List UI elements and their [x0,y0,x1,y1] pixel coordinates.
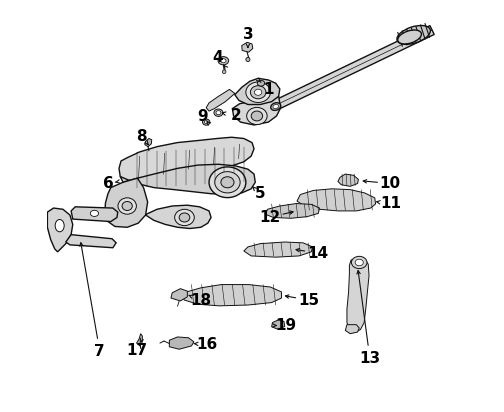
Polygon shape [171,289,187,301]
Polygon shape [137,334,142,346]
Text: 6: 6 [103,176,113,191]
Text: 3: 3 [242,27,253,42]
Text: 15: 15 [298,293,319,308]
Text: 11: 11 [380,197,401,211]
Ellipse shape [122,201,133,211]
Text: 13: 13 [359,351,381,366]
Ellipse shape [246,57,250,61]
Polygon shape [268,26,434,112]
Polygon shape [235,78,280,105]
Ellipse shape [273,104,279,109]
Polygon shape [345,325,359,334]
Ellipse shape [218,56,229,65]
Text: 10: 10 [380,176,401,191]
Text: 9: 9 [197,109,207,124]
Polygon shape [180,285,281,306]
Ellipse shape [215,172,240,193]
Text: 12: 12 [260,210,281,225]
Text: 1: 1 [263,82,274,97]
Text: 5: 5 [255,186,266,201]
Polygon shape [47,208,73,252]
Polygon shape [272,320,285,330]
Ellipse shape [222,70,226,74]
Polygon shape [297,189,375,211]
Ellipse shape [271,103,281,110]
Ellipse shape [203,119,210,125]
Text: 2: 2 [230,108,241,124]
Polygon shape [206,89,235,111]
Text: 4: 4 [212,50,223,66]
Polygon shape [105,178,148,227]
Ellipse shape [90,210,99,216]
Ellipse shape [221,177,234,188]
Ellipse shape [397,26,430,44]
Polygon shape [232,96,281,125]
Polygon shape [338,174,358,186]
Text: 19: 19 [275,318,296,333]
Polygon shape [347,258,369,332]
Polygon shape [71,207,118,222]
Text: 7: 7 [94,344,105,359]
Ellipse shape [250,86,266,99]
Text: 16: 16 [197,337,218,352]
Ellipse shape [214,109,223,116]
Text: 18: 18 [191,293,211,308]
Ellipse shape [179,213,190,222]
Ellipse shape [216,111,221,115]
Text: 8: 8 [136,129,147,144]
Polygon shape [244,242,312,257]
Polygon shape [66,235,116,248]
Ellipse shape [398,30,421,44]
Ellipse shape [251,111,263,121]
Text: 17: 17 [126,342,147,358]
Polygon shape [265,204,320,218]
Ellipse shape [175,209,195,226]
Ellipse shape [246,108,267,124]
Ellipse shape [255,89,262,95]
Polygon shape [145,138,152,147]
Polygon shape [169,337,194,349]
Text: 14: 14 [307,246,328,260]
Polygon shape [119,137,254,183]
Ellipse shape [258,80,265,86]
Ellipse shape [221,59,226,63]
Ellipse shape [209,167,246,198]
Ellipse shape [118,198,137,214]
Ellipse shape [351,256,367,269]
Ellipse shape [204,121,208,124]
Polygon shape [120,164,255,194]
Ellipse shape [355,259,363,266]
Ellipse shape [55,220,64,232]
Polygon shape [242,42,253,52]
Polygon shape [146,205,211,229]
Ellipse shape [246,82,271,103]
